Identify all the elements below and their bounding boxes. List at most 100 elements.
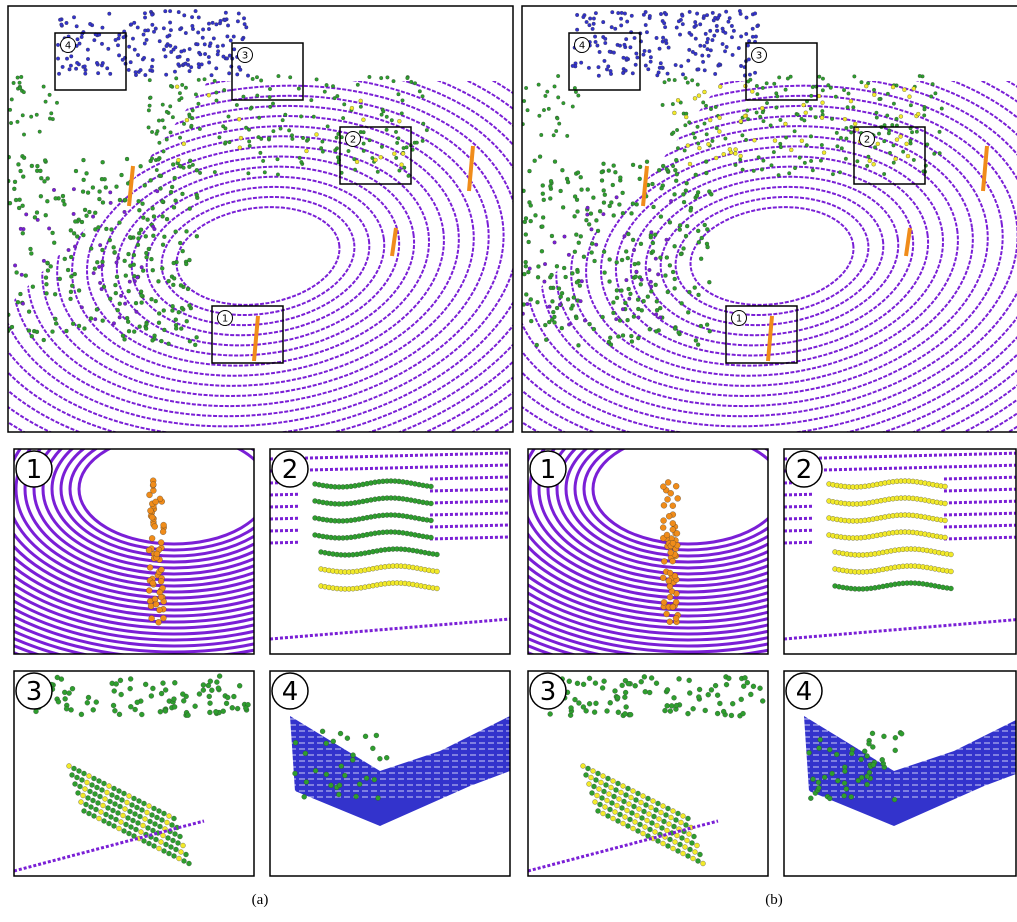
point xyxy=(629,45,633,49)
point xyxy=(110,228,114,232)
point xyxy=(875,111,879,115)
point xyxy=(102,781,107,786)
point xyxy=(704,104,708,108)
point xyxy=(162,328,166,332)
point xyxy=(421,122,425,126)
point xyxy=(576,701,581,706)
point xyxy=(69,228,73,232)
zoom-panel: 4 xyxy=(270,671,510,876)
point xyxy=(118,221,122,225)
point xyxy=(9,121,13,125)
point xyxy=(587,701,592,706)
point xyxy=(247,172,251,176)
point xyxy=(697,293,701,297)
point xyxy=(670,558,676,564)
point xyxy=(84,72,88,76)
point xyxy=(845,137,849,141)
point xyxy=(108,12,112,16)
region-label: 1 xyxy=(222,314,228,325)
point xyxy=(809,94,813,98)
point xyxy=(77,769,82,774)
point xyxy=(196,42,200,46)
point xyxy=(620,683,625,688)
point xyxy=(853,75,857,79)
point xyxy=(818,75,822,79)
point xyxy=(556,117,560,121)
point xyxy=(543,262,547,266)
point xyxy=(585,20,589,24)
point xyxy=(715,693,720,698)
point xyxy=(816,785,821,790)
point xyxy=(625,57,629,61)
point xyxy=(21,302,25,306)
point xyxy=(816,780,821,785)
point xyxy=(406,76,410,80)
point xyxy=(809,159,813,163)
point xyxy=(839,136,843,140)
point xyxy=(744,138,748,142)
point xyxy=(802,103,806,107)
point xyxy=(550,273,554,277)
point xyxy=(114,681,119,686)
point xyxy=(69,290,73,294)
point xyxy=(540,225,544,229)
point xyxy=(96,71,100,75)
point xyxy=(654,329,658,333)
point xyxy=(663,274,667,278)
point xyxy=(91,798,96,803)
point xyxy=(660,525,666,531)
point xyxy=(859,757,864,762)
point xyxy=(21,231,25,235)
point xyxy=(651,249,655,253)
point xyxy=(527,240,531,244)
point xyxy=(709,192,713,196)
point xyxy=(626,256,630,260)
point xyxy=(608,807,613,812)
point xyxy=(142,801,147,806)
point xyxy=(143,11,147,15)
point xyxy=(784,136,788,140)
point xyxy=(596,809,601,814)
point xyxy=(87,774,92,779)
point xyxy=(155,815,160,820)
point xyxy=(328,783,333,788)
point xyxy=(181,698,186,703)
point xyxy=(864,84,868,88)
point xyxy=(708,329,712,333)
point xyxy=(906,154,910,158)
point xyxy=(49,264,53,268)
point xyxy=(93,792,98,797)
point xyxy=(753,71,757,75)
point xyxy=(149,257,153,261)
point xyxy=(586,188,590,192)
point xyxy=(619,17,623,21)
point xyxy=(118,316,122,320)
point xyxy=(862,749,867,754)
point xyxy=(81,190,85,194)
point xyxy=(147,109,151,113)
point xyxy=(704,32,708,36)
point xyxy=(543,323,547,327)
point xyxy=(415,141,419,145)
panel-content xyxy=(270,671,510,876)
point xyxy=(672,824,677,829)
region-label: 2 xyxy=(864,135,870,146)
point xyxy=(665,479,671,485)
point xyxy=(81,158,85,162)
point xyxy=(100,788,105,793)
point xyxy=(702,90,706,94)
point xyxy=(123,210,127,214)
point xyxy=(189,65,193,69)
point xyxy=(100,42,104,46)
point xyxy=(674,179,678,183)
point xyxy=(645,30,649,34)
point xyxy=(100,287,104,291)
point xyxy=(592,710,597,715)
point xyxy=(938,130,942,134)
point xyxy=(611,779,616,784)
point xyxy=(188,69,192,73)
point xyxy=(673,168,677,172)
point xyxy=(615,803,620,808)
point xyxy=(586,766,591,771)
point xyxy=(158,709,163,714)
